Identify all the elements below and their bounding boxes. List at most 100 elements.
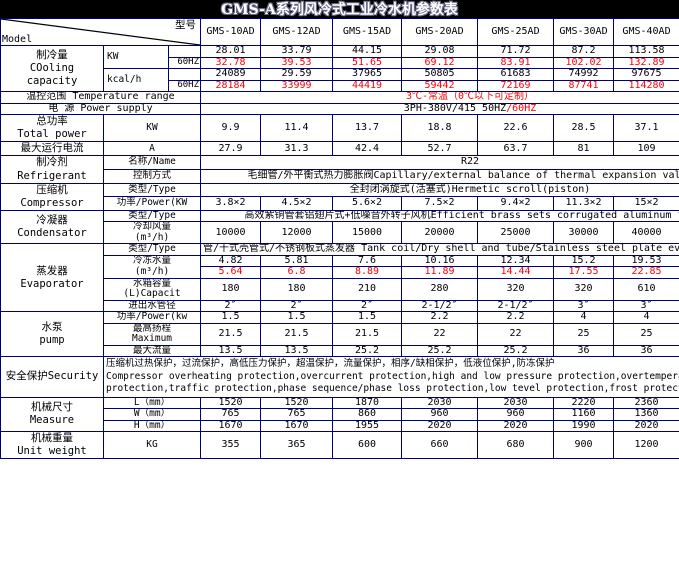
cooling-kw60-5: 102.02 [553,56,615,69]
pump-flow-6: 36 [613,344,679,357]
measure-h-1: 1670 [260,419,334,433]
measure-w-6: 1360 [613,408,679,421]
refrigerant-label-en: Refrigerant [17,169,87,182]
total-power-label-cn: 总功率 [36,115,68,127]
weight-5: 900 [553,431,615,460]
table-row-evaporator-pipe: 进出水管径 2″ 2″ 2″ 2-1/2″ 2-1/2″ 3″ 3″ 3″ [1,299,679,313]
condenser-airflow-6: 40000 [613,221,679,245]
measure-h-3: 2020 [401,419,479,433]
cooling-kcal60-3: 59442 [401,79,479,92]
pump-power-6: 4 [613,311,679,324]
condenser-label-cn: 冷凝器 [36,213,68,226]
refrigerant-name-label: 名称/Name [102,155,202,170]
max-current-3: 52.7 [401,141,479,157]
measure-h-5: 1990 [553,419,615,433]
hz-label-kcal: 60HZ [167,79,202,92]
pump-power-5: 4 [553,311,615,324]
evaporator-pipe-2: 2″ [332,299,403,313]
cooling-kcal50-0: 24089 [200,68,262,81]
refrigerant-control-label: 控制方式 [102,169,202,184]
pump-flow-label: 最大流量 [102,344,202,357]
row-label-condenser: 冷凝器 Condensator [0,209,104,245]
cooling-kcal50-5: 74992 [553,68,615,81]
table-row-evaporator-water-50: 冷冻水量 (m³/h) 4.82 5.81 7.6 10.16 12.34 15… [1,254,679,279]
evaporator-tank-label-unit: (L)Capacit [123,288,181,300]
row-label-pump: 水泵 pump [0,311,104,357]
row-label-compressor: 压缩机 Compressor [0,182,104,211]
measure-w-4: 960 [477,408,555,421]
model-col-2: GMS-15AD [332,18,403,46]
evaporator-pipe-6: 3″ [613,299,679,313]
row-label-power-supply: 电 源 Power supply [0,102,202,115]
cooling-kw60-4: 83.91 [477,56,555,69]
pump-label-en: pump [39,334,65,347]
evaporator-pipe-3: 2-1/2″ [401,299,479,313]
measure-l-3: 2030 [401,396,479,410]
measure-label-en: Measure [29,414,75,427]
total-power-3: 18.8 [401,113,479,143]
pump-power-0: 1.5 [200,311,262,324]
row-label-total-power: 总功率 Total power [0,113,104,143]
measure-l-1: 1520 [260,396,334,410]
model-col-4: GMS-25AD [477,18,555,46]
cooling-kw50-6: 113.58 [613,45,679,58]
evaporator-label-cn: 蒸发器 [36,264,68,277]
power-supply-red: /60HZ [506,103,537,114]
condenser-airflow-label-cn: 冷却风量 [133,221,172,233]
evaporator-water50-0: 4.82 [200,254,262,268]
table-row-cooling-kcal-50: kcal/h 24089 29.59 37965 50805 61683 749… [1,68,679,92]
weight-label-cn: 机械重量 [31,432,73,445]
evaporator-water60-2: 8.89 [332,266,403,279]
table-row-pump-head: 最高扬程 Maximum 21.5 21.5 21.5 22 22 25 25 … [1,322,679,346]
cooling-kw60-0: 32.78 [200,56,262,69]
evaporator-tank-2: 210 [332,277,403,301]
unit-total-power: KW [102,113,202,143]
evaporator-water60-5: 17.55 [553,266,615,279]
cooling-label-en: COoling capacity [26,61,78,88]
measure-l-5: 2220 [553,396,615,410]
weight-4: 680 [477,431,555,460]
compressor-type-label: 类型/Type [102,182,202,198]
cooling-kw50-2: 44.15 [332,45,403,58]
row-label-cooling-capacity: 制冷量 COoling capacity [0,45,104,92]
total-power-2: 13.7 [332,113,403,143]
measure-w-3: 960 [401,408,479,421]
evaporator-water-label: 冷冻水量 (m³/h) [102,254,202,279]
cooling-kcal60-5: 87741 [553,79,615,92]
pump-flow-5: 36 [553,344,615,357]
table-row-pump-flow: 最大流量 13.5 13.5 25.2 25.2 25.2 36 36 40 [1,344,679,357]
measure-w-label: W（mm） [102,408,202,421]
total-power-label-en: Total power [17,128,87,141]
max-current-1: 31.3 [260,141,334,157]
table-row-pump-power: 水泵 pump 功率/Power(kw 1.5 1.5 1.5 2.2 2.2 … [0,311,679,357]
measure-w-0: 765 [200,408,262,421]
evaporator-pipe-0: 2″ [200,299,262,313]
weight-unit: KG [102,431,202,460]
unit-max-current: A [102,141,202,157]
evaporator-water60-1: 6.8 [260,266,334,279]
safety-content: 压缩机过热保护，过流保护，高低压力保护，超温保护，流量保护，相序/缺相保护，低液… [102,356,679,398]
evaporator-tank-1: 180 [260,277,334,301]
condenser-airflow-label-unit: (m³/h) [134,231,170,243]
weight-1: 365 [260,431,334,460]
refrigerant-name-value: R22 [200,155,679,170]
evaporator-water50-1: 5.81 [260,254,334,268]
max-current-4: 63.7 [477,141,555,157]
model-col-3: GMS-20AD [401,18,479,46]
temp-range-value: 3℃-常温（0℃以下可定制） [200,91,679,104]
table-row-measure-l: 机械尺寸 Measure L（mm） 1520 1520 1870 2030 2… [0,396,679,433]
table-row-model-header: 型号 Model GMS-10AD GMS-12AD GMS-15AD GMS-… [0,18,679,46]
hz-label-kw: 60HZ [167,56,202,69]
table-row-power-supply: 电 源 Power supply 3PH-380V/415 50HZ/60HZ [0,102,679,115]
evaporator-tank-label: 水箱容量 (L)Capacit [102,277,202,301]
table-row-compressor-power: 功率/Power(KW 3.8×2 4.5×2 5.6×2 7.5×2 9.4×… [1,196,679,211]
table-row-measure-h: H（mm） 1670 1670 1955 2020 2020 1990 2020… [1,419,679,433]
pump-head-0: 21.5 [200,322,262,346]
table-row-compressor-type: 压缩机 Compressor 类型/Type 全封闭涡旋式(活塞式)Hermet… [0,182,679,211]
cooling-kcal50-4: 61683 [477,68,555,81]
evaporator-water60-0: 5.64 [200,266,262,279]
table-row-measure-w: W（mm） 765 765 860 960 960 1160 1360 1520 [1,408,679,421]
safety-text-en: Compressor overheating protection,overcu… [106,370,679,395]
pump-head-label: 最高扬程 Maximum [102,322,202,346]
model-col-1: GMS-12AD [260,18,334,46]
